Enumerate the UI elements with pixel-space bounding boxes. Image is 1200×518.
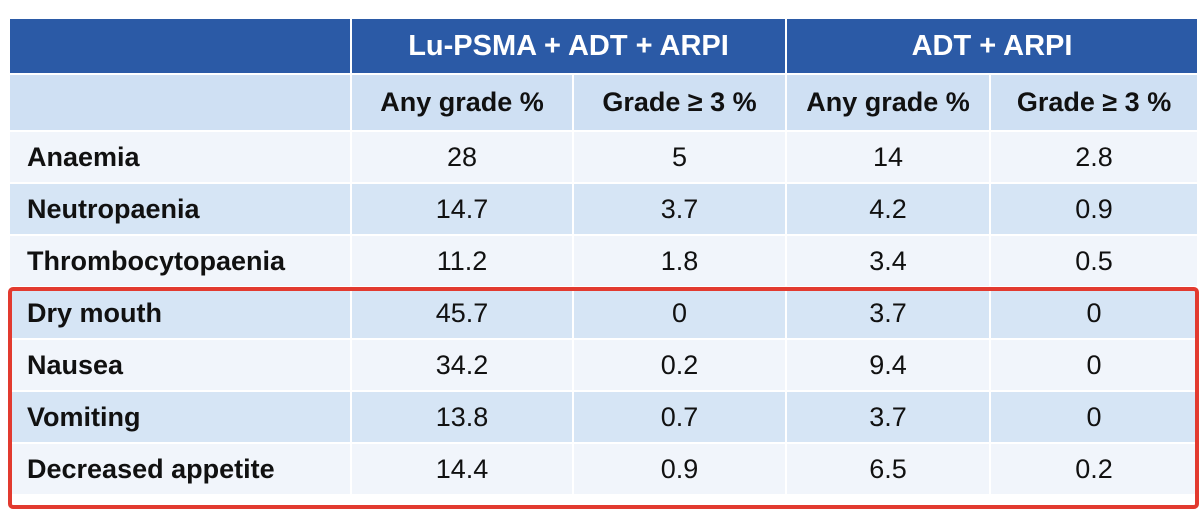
table-cell: 3.7 xyxy=(787,392,992,444)
row-label: Nausea xyxy=(10,340,352,392)
table-cell: 34.2 xyxy=(352,340,574,392)
group-header-row: Lu-PSMA + ADT + ARPI ADT + ARPI xyxy=(10,19,1198,75)
table-cell: 0.9 xyxy=(991,184,1198,236)
adverse-events-table-container: Lu-PSMA + ADT + ARPI ADT + ARPI Any grad… xyxy=(10,19,1198,496)
adverse-events-table: Lu-PSMA + ADT + ARPI ADT + ARPI Any grad… xyxy=(10,19,1198,496)
table-cell: 0.2 xyxy=(574,340,788,392)
sub-header-row: Any grade % Grade ≥ 3 % Any grade % Grad… xyxy=(10,75,1198,132)
table-cell: 6.5 xyxy=(787,444,992,496)
row-label: Decreased appetite xyxy=(10,444,352,496)
table-cell: 0 xyxy=(991,392,1198,444)
table-cell: 4.2 xyxy=(787,184,992,236)
table-row: Neutropaenia 14.7 3.7 4.2 0.9 xyxy=(10,184,1198,236)
table-cell: 0.7 xyxy=(574,392,788,444)
table-cell: 3.7 xyxy=(787,288,992,340)
row-label: Thrombocytopaenia xyxy=(10,236,352,288)
table-cell: 0 xyxy=(991,288,1198,340)
table-cell: 45.7 xyxy=(352,288,574,340)
table-cell: 0.2 xyxy=(991,444,1198,496)
table-cell: 13.8 xyxy=(352,392,574,444)
sub-header-grade-3: Grade ≥ 3 % xyxy=(991,75,1198,132)
table-body: Anaemia 28 5 14 2.8 Neutropaenia 14.7 3.7 4.2 0.9… xyxy=(10,132,1198,496)
row-label: Anaemia xyxy=(10,132,352,184)
table-cell: 5 xyxy=(574,132,788,184)
table-row: Decreased appetite 14.4 0.9 6.5 0.2 xyxy=(10,444,1198,496)
table-cell: 3.4 xyxy=(787,236,992,288)
table-row: Nausea 34.2 0.2 9.4 0 xyxy=(10,340,1198,392)
group-header-lu-psma-arm: Lu-PSMA + ADT + ARPI xyxy=(352,19,788,75)
row-label: Vomiting xyxy=(10,392,352,444)
table-cell: 2.8 xyxy=(991,132,1198,184)
table-cell: 14 xyxy=(787,132,992,184)
row-label: Neutropaenia xyxy=(10,184,352,236)
table-cell: 14.7 xyxy=(352,184,574,236)
table-cell: 9.4 xyxy=(787,340,992,392)
sub-header-any-grade: Any grade % xyxy=(352,75,574,132)
table-row: Anaemia 28 5 14 2.8 xyxy=(10,132,1198,184)
table-cell: 11.2 xyxy=(352,236,574,288)
table-cell: 3.7 xyxy=(574,184,788,236)
group-header-control-arm: ADT + ARPI xyxy=(787,19,1198,75)
table-row: Dry mouth 45.7 0 3.7 0 xyxy=(10,288,1198,340)
table-cell: 14.4 xyxy=(352,444,574,496)
table-row: Vomiting 13.8 0.7 3.7 0 xyxy=(10,392,1198,444)
sub-header-empty xyxy=(10,75,352,132)
row-label: Dry mouth xyxy=(10,288,352,340)
table-row: Thrombocytopaenia 11.2 1.8 3.4 0.5 xyxy=(10,236,1198,288)
group-header-empty xyxy=(10,19,352,75)
sub-header-grade-3: Grade ≥ 3 % xyxy=(574,75,788,132)
table-cell: 0 xyxy=(991,340,1198,392)
table-cell: 28 xyxy=(352,132,574,184)
table-cell: 1.8 xyxy=(574,236,788,288)
table-cell: 0 xyxy=(574,288,788,340)
sub-header-any-grade: Any grade % xyxy=(787,75,992,132)
table-cell: 0.9 xyxy=(574,444,788,496)
table-cell: 0.5 xyxy=(991,236,1198,288)
